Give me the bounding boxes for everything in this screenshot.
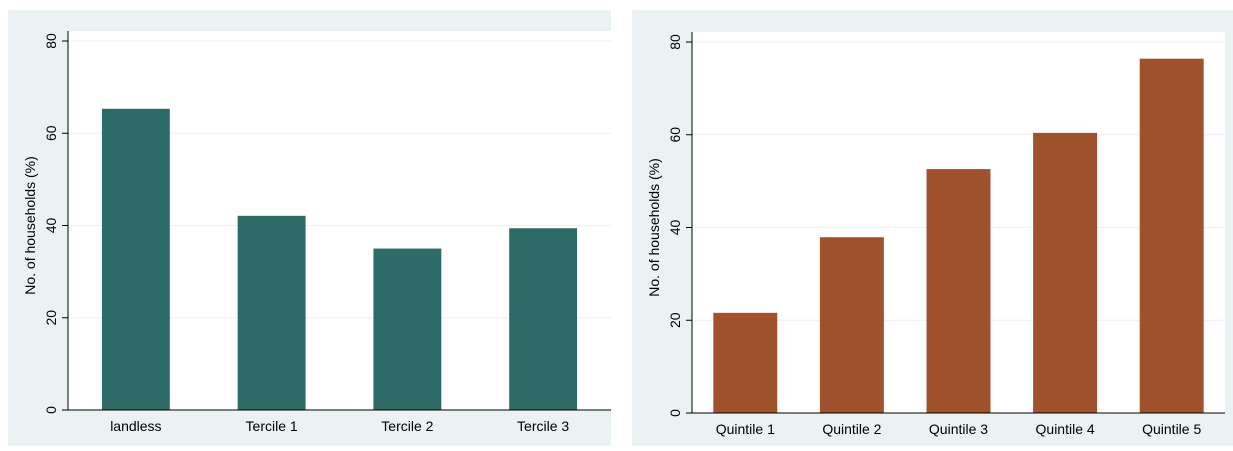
x-tick-label: Quintile 2: [822, 421, 881, 437]
x-tick-label: Tercile 2: [381, 418, 433, 434]
y-tick-label: 40: [43, 218, 59, 234]
bar-3: [373, 248, 442, 410]
y-axis-label: No. of households (%): [22, 156, 38, 295]
y-tick-label: 60: [667, 127, 683, 143]
bar-chart-left: landless Tercile 1 Tercile 2 Tercile 3 0 20 40…: [22, 31, 611, 434]
chart-panel-right: Quintile 1 Quintile 2 Quintile 3 Quintile 4…: [632, 10, 1233, 446]
y-tick-label: 60: [43, 125, 59, 141]
y-axis-label: No. of households (%): [646, 158, 662, 297]
bar-4: [509, 228, 578, 410]
bar-5: [1139, 58, 1204, 413]
y-tick-label: 20: [43, 310, 59, 326]
chart-panel-left: landless Tercile 1 Tercile 2 Tercile 3 0 20 40…: [8, 10, 611, 446]
x-tick-label: Quintile 5: [1142, 421, 1201, 437]
x-tick-label: Quintile 1: [716, 421, 775, 437]
x-tick-label: landless: [110, 418, 161, 434]
x-tick-label: Tercile 3: [517, 418, 569, 434]
bar-2: [819, 237, 884, 413]
y-tick-label: 40: [667, 220, 683, 236]
bar-4: [1033, 132, 1098, 413]
y-tick-label: 20: [667, 312, 683, 328]
bar-3: [926, 169, 991, 413]
y-tick-label: 80: [43, 33, 59, 49]
bar-2: [237, 215, 306, 410]
y-tick-label: 0: [667, 409, 683, 417]
x-tick-label: Tercile 1: [246, 418, 298, 434]
bar-1: [713, 312, 778, 413]
bar-1: [101, 108, 170, 411]
y-tick-label: 80: [667, 34, 683, 50]
x-tick-label: Quintile 3: [929, 421, 988, 437]
x-tick-label: Quintile 4: [1036, 421, 1095, 437]
y-tick-label: 0: [43, 406, 59, 414]
bar-chart-right: Quintile 1 Quintile 2 Quintile 3 Quintile 4…: [646, 32, 1225, 437]
